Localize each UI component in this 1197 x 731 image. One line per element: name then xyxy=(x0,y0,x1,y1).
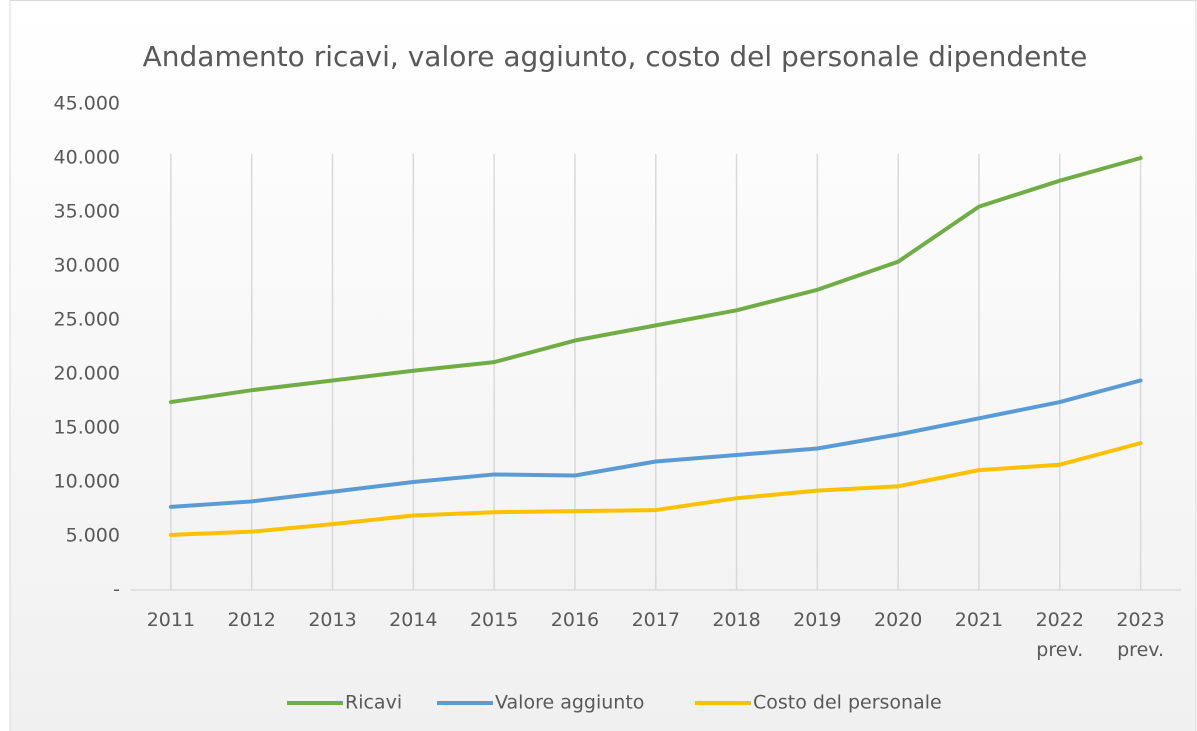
legend-label: Valore aggiunto xyxy=(495,692,644,714)
y-tick-label: - xyxy=(113,579,120,601)
y-tick-label: 20.000 xyxy=(54,363,120,385)
y-tick-label: 35.000 xyxy=(54,201,120,223)
x-tick-label: 2016 xyxy=(550,609,600,631)
y-tick-label: 5.000 xyxy=(66,525,120,547)
y-tick-label: 45.000 xyxy=(54,93,120,115)
x-tick-label: 2012 xyxy=(227,609,276,631)
y-tick-label: 15.000 xyxy=(54,417,120,439)
y-tick-label: 40.000 xyxy=(54,147,120,169)
x-tick-label: 2020 xyxy=(873,609,923,631)
line-series xyxy=(168,378,1143,509)
y-tick-label: 10.000 xyxy=(54,471,120,493)
x-tick-label: 2021 xyxy=(954,609,1004,631)
chart-frame xyxy=(9,0,1197,731)
x-tick-label: 2022 prev. xyxy=(1035,609,1084,661)
y-tick-label: 25.000 xyxy=(54,309,120,331)
x-tick-label: 2013 xyxy=(308,609,357,631)
x-tick-label: 2011 xyxy=(146,609,196,631)
chart-title: Andamento ricavi, valore aggiunto, costo… xyxy=(143,40,1088,73)
x-tick-label: 2018 xyxy=(712,609,761,631)
x-tick-label: 2017 xyxy=(631,609,680,631)
line-series xyxy=(168,156,1143,405)
legend-label: Costo del personale xyxy=(753,692,942,714)
legend-label: Ricavi xyxy=(345,692,402,714)
x-tick-label: 2014 xyxy=(389,609,438,631)
line-series xyxy=(168,441,1143,537)
x-tick-label: 2023 prev. xyxy=(1116,609,1165,661)
y-tick-label: 30.000 xyxy=(54,255,120,277)
x-tick-label: 2015 xyxy=(469,609,519,631)
x-tick-label: 2019 xyxy=(793,609,842,631)
